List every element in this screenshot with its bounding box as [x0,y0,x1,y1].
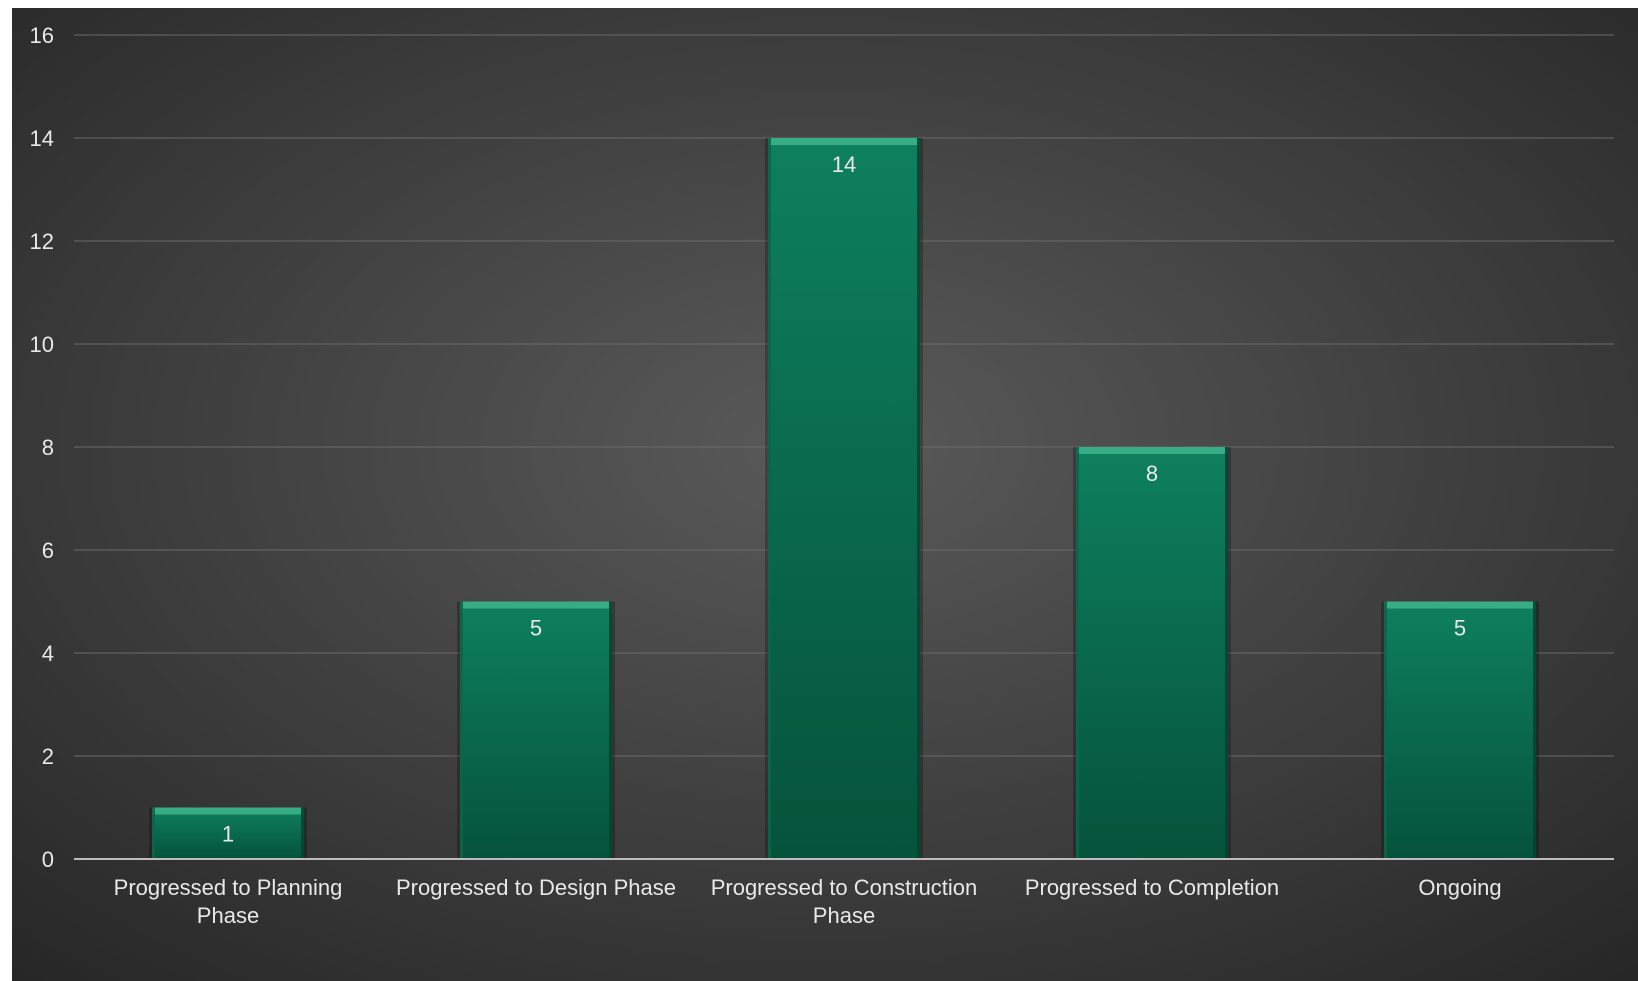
bar-data-label: 5 [1454,616,1466,641]
bar-data-label: 8 [1146,461,1158,486]
bar [152,807,304,859]
y-axis-tick-labels: 0 2 4 6 8 10 12 14 16 [30,23,54,872]
bar-bevel [1384,601,1536,609]
bar-edge [1076,447,1079,859]
bar-data-label: 14 [832,152,856,177]
x-category-label: Progressed to Construction [711,875,978,900]
x-axis-category-labels: Progressed to Planning Phase Progressed to… [114,875,1502,928]
bars: 1 5 14 8 5 [149,138,1539,859]
y-tick-label: 2 [42,744,54,769]
bar [768,138,920,859]
bar-bevel [768,138,920,145]
y-tick-label: 14 [30,126,54,151]
bar-edge [152,807,155,859]
bar [1384,601,1536,859]
bar-edge [1225,447,1228,859]
bar-group: 5 [457,601,615,859]
bar-edge [1384,601,1387,859]
y-tick-label: 12 [30,229,54,254]
y-tick-label: 8 [42,435,54,460]
bar [460,601,612,859]
bar-edge [768,138,771,859]
bar [1076,447,1228,859]
y-tick-label: 4 [42,641,54,666]
bar-edge [917,138,920,859]
x-category-label: Phase [197,903,259,928]
bar-bevel [152,807,304,815]
bar-edge [460,601,463,859]
bar-bevel [1076,447,1228,454]
x-category-label: Phase [813,903,875,928]
bar-data-label: 1 [222,822,234,847]
bar-group: 5 [1381,601,1539,859]
x-category-label: Progressed to Completion [1025,875,1279,900]
bar-edge [301,807,304,859]
bar-edge [1533,601,1536,859]
bar-group: 8 [1073,447,1231,859]
bar-group: 1 [149,807,307,859]
y-tick-label: 10 [30,332,54,357]
x-category-label: Progressed to Design Phase [396,875,676,900]
y-tick-label: 0 [42,847,54,872]
bar-group: 14 [765,138,923,859]
y-tick-label: 6 [42,538,54,563]
bar-edge [609,601,612,859]
x-category-label: Progressed to Planning [114,875,343,900]
x-category-label: Ongoing [1418,875,1501,900]
bar-data-label: 5 [530,616,542,641]
y-tick-label: 16 [30,23,54,48]
bar-bevel [460,601,612,609]
chart-container: 0 2 4 6 8 10 12 14 16 1 5 14 8 5 Progressed to Plann… [12,8,1638,981]
